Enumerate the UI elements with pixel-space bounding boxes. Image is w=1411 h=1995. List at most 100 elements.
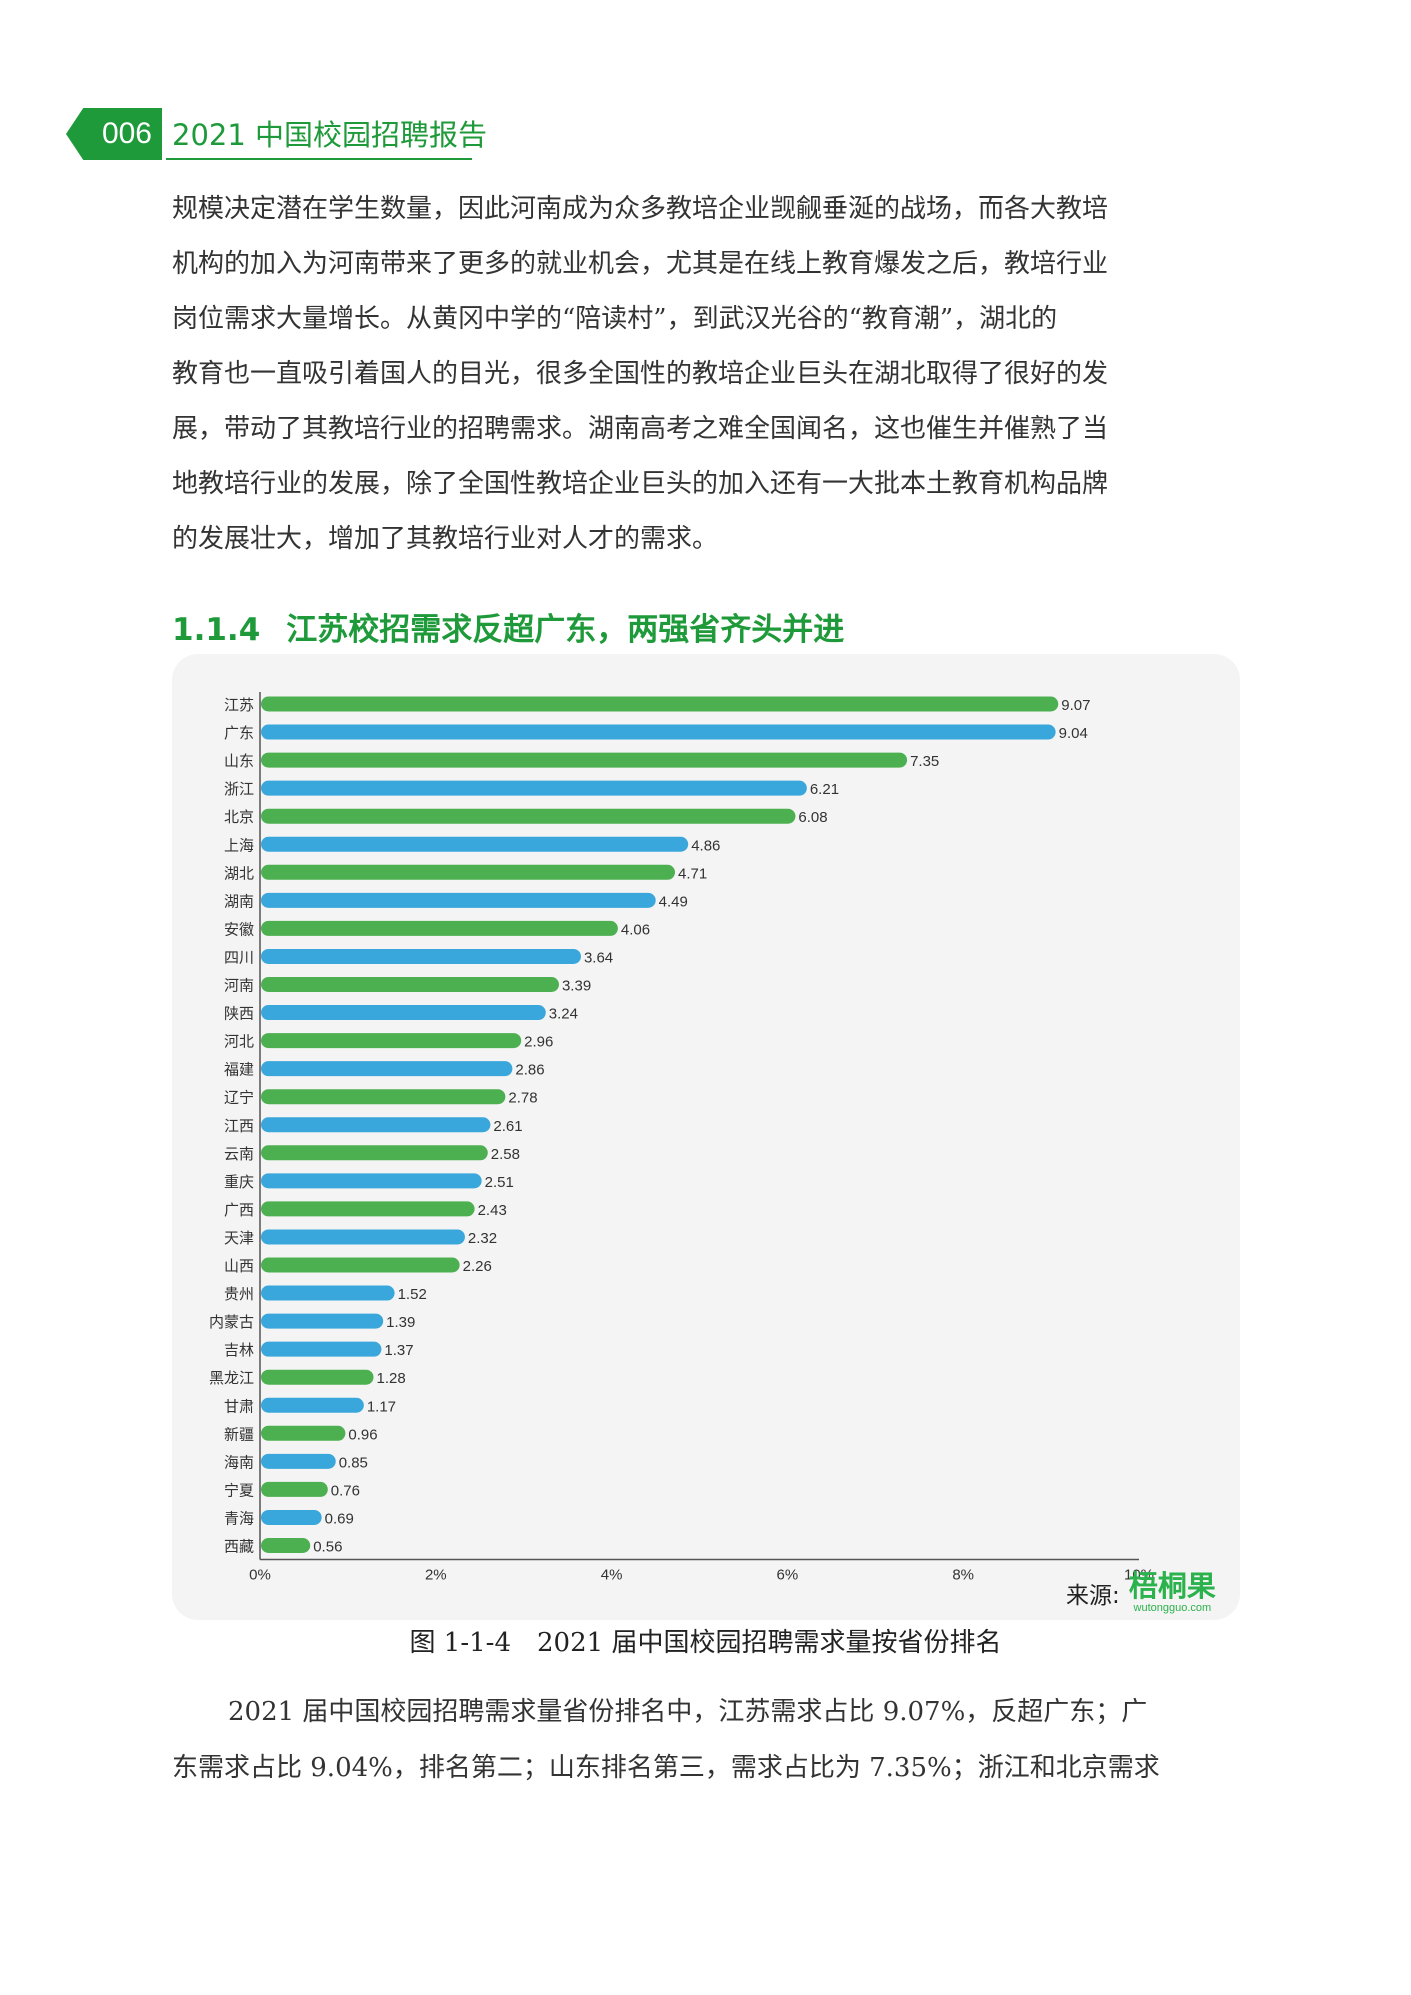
value-label: 6.21: [810, 781, 839, 798]
value-label: 0.69: [325, 1510, 354, 1527]
value-label: 1.52: [398, 1286, 427, 1303]
category-label: 新疆: [224, 1425, 254, 1443]
bar: [261, 1257, 460, 1273]
value-label: 0.76: [331, 1482, 360, 1499]
category-label: 青海: [224, 1509, 254, 1527]
section-heading: 1.1.4 江苏校招需求反超广东，两强省齐头并进: [172, 604, 844, 649]
bar: [261, 1538, 311, 1553]
category-label: 山西: [224, 1257, 254, 1275]
bar: [261, 1089, 506, 1105]
x-tick-label: 6%: [777, 1567, 799, 1584]
intro-paragraph: 规模决定潜在学生数量，因此河南成为众多教培企业觊觎垂涎的战场，而各大教培 机构的…: [172, 182, 1242, 567]
bar: [261, 1397, 364, 1413]
bar: [261, 920, 618, 936]
value-label: 0.56: [313, 1539, 342, 1556]
summary-paragraph: 2021 届中国校园招聘需求量省份排名中，江苏需求占比 9.07%，反超广东；广…: [172, 1684, 1242, 1796]
bar: [261, 1229, 465, 1245]
x-tick-label: 2%: [425, 1567, 447, 1584]
bar: [261, 1005, 546, 1021]
value-label: 1.39: [386, 1314, 415, 1331]
bar: [261, 1033, 522, 1049]
value-label: 4.49: [659, 893, 688, 910]
category-label: 黑龙江: [209, 1369, 254, 1387]
bar: [261, 808, 796, 824]
report-title: 2021 中国校园招聘报告: [172, 118, 488, 152]
bar: [261, 780, 807, 796]
category-label: 广西: [224, 1201, 254, 1219]
category-label: 四川: [224, 948, 254, 966]
value-label: 1.28: [377, 1370, 406, 1387]
value-label: 1.17: [367, 1398, 396, 1415]
category-label: 宁夏: [224, 1481, 254, 1499]
brand-logo: 梧桐果 wutongguo.com: [1129, 1570, 1216, 1614]
category-label: 广东: [224, 724, 254, 742]
summary-line: 东需求占比 9.04%，排名第二；山东排名第三，需求占比为 7.35%；浙江和北…: [172, 1753, 1160, 1783]
value-label: 2.96: [524, 1034, 553, 1051]
bar: [261, 1145, 488, 1161]
value-label: 2.78: [508, 1090, 537, 1107]
category-label: 天津: [224, 1229, 254, 1247]
category-label: 贵州: [224, 1285, 254, 1303]
category-label: 海南: [224, 1453, 254, 1471]
category-label: 湖南: [224, 892, 254, 910]
bar: [261, 1425, 346, 1441]
intro-line: 机构的加入为河南带来了更多的就业机会，尤其是在线上教育爆发之后，教培行业: [172, 249, 1109, 279]
category-label: 山东: [224, 752, 254, 770]
intro-line: 岗位需求大量增长。从黄冈中学的“陪读村”，到武汉光谷的“教育潮”，湖北的: [172, 304, 1058, 334]
value-label: 3.24: [549, 1006, 578, 1023]
category-label: 甘肃: [224, 1397, 254, 1415]
bar: [261, 836, 689, 852]
value-label: 9.04: [1059, 725, 1088, 742]
bar: [261, 1481, 328, 1497]
value-label: 2.61: [493, 1118, 522, 1135]
bar: [261, 948, 581, 964]
bar: [261, 1453, 336, 1469]
category-label: 湖北: [224, 864, 254, 882]
page-header: 006 2021 中国校园招聘报告: [66, 108, 488, 168]
value-label: 2.32: [468, 1230, 497, 1247]
bar: [261, 1117, 491, 1133]
x-tick-label: 0%: [249, 1567, 271, 1584]
category-label: 北京: [224, 808, 254, 826]
value-label: 4.71: [678, 865, 707, 882]
category-label: 辽宁: [224, 1089, 254, 1107]
value-label: 0.85: [339, 1454, 368, 1471]
brand-name: 梧桐果: [1128, 1569, 1216, 1603]
value-label: 2.43: [478, 1202, 507, 1219]
x-tick-label: 10%: [1124, 1567, 1154, 1584]
category-label: 上海: [224, 836, 254, 854]
intro-line: 规模决定潜在学生数量，因此河南成为众多教培企业觊觎垂涎的战场，而各大教培: [172, 194, 1109, 224]
value-label: 2.86: [515, 1062, 544, 1079]
bar: [261, 1285, 395, 1301]
section-title: 江苏校招需求反超广东，两强省齐头并进: [286, 612, 845, 648]
category-label: 江苏: [224, 696, 254, 714]
intro-line: 地教培行业的发展，除了全国性教培企业巨头的加入还有一大批本土教育机构品牌: [172, 469, 1109, 499]
value-label: 6.08: [798, 809, 827, 826]
bar: [261, 752, 908, 768]
bar: [261, 1341, 382, 1357]
bar: [261, 1173, 482, 1189]
value-label: 4.86: [691, 837, 720, 854]
bar: [261, 864, 676, 880]
category-label: 福建: [224, 1061, 254, 1079]
bar: [261, 1369, 374, 1385]
bar: [261, 1061, 513, 1077]
value-label: 2.58: [491, 1146, 520, 1163]
intro-line: 的发展壮大，增加了其教培行业对人才的需求。: [172, 524, 719, 554]
value-label: 2.26: [463, 1258, 492, 1275]
chart-panel: 江苏 9.07 广东 9.04 山东 7.35 浙江 6.21 北京 6.08 上海 4.86 湖北 4.…: [172, 654, 1240, 1620]
bar: [261, 1509, 322, 1525]
category-label: 浙江: [224, 780, 254, 798]
source-label: 来源:: [1066, 1583, 1120, 1609]
category-label: 陕西: [224, 1005, 254, 1023]
value-label: 2.51: [485, 1174, 514, 1191]
category-label: 吉林: [224, 1341, 254, 1359]
category-label: 云南: [224, 1145, 254, 1163]
x-tick-label: 4%: [601, 1567, 623, 1584]
bar: [261, 724, 1056, 740]
category-label: 河北: [224, 1033, 254, 1051]
category-label: 河南: [224, 977, 254, 995]
x-tick-label: 8%: [952, 1567, 974, 1584]
page-number-tab: 006: [66, 108, 162, 160]
value-label: 0.96: [348, 1426, 377, 1443]
